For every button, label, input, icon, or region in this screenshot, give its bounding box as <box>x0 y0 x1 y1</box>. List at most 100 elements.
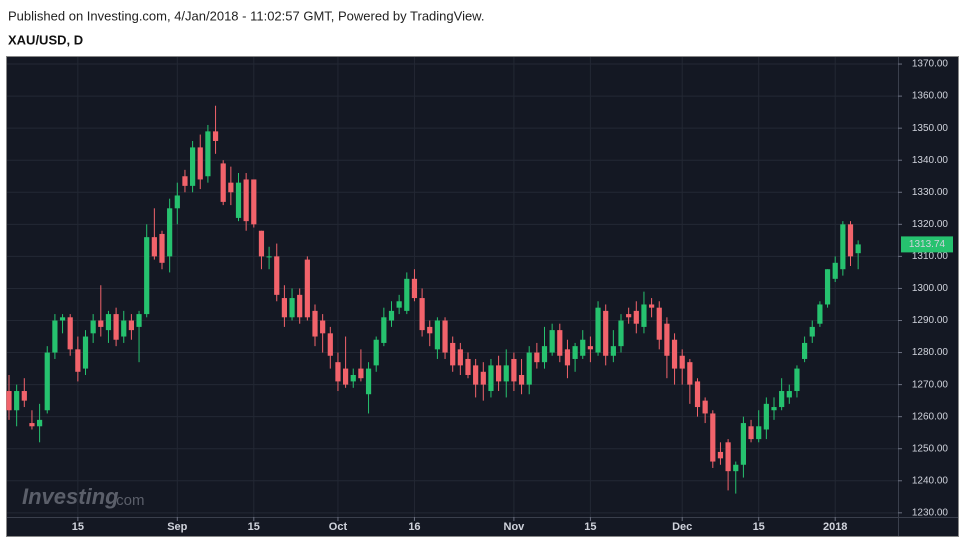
candle-body <box>21 391 27 401</box>
candle-body <box>228 182 234 193</box>
y-tick-label: 1360.00 <box>912 91 949 102</box>
candle-body <box>725 442 731 472</box>
last-price-label: 1313.74 <box>909 239 946 250</box>
candle-body <box>396 301 402 308</box>
candle-body <box>817 304 823 324</box>
candle-body <box>733 464 739 472</box>
candle-body <box>343 368 349 385</box>
candle-body <box>6 391 12 411</box>
y-tick-label: 1240.00 <box>912 475 949 486</box>
candle-body <box>212 131 219 141</box>
y-tick-label: 1280.00 <box>912 347 949 358</box>
candle-body <box>710 413 716 462</box>
y-tick-label: 1270.00 <box>912 379 949 390</box>
candle-body <box>847 224 854 257</box>
x-tick-label: 15 <box>248 521 260 533</box>
candle-body <box>411 278 418 299</box>
y-tick-label: 1250.00 <box>912 443 949 454</box>
x-tick-label: 16 <box>408 521 420 533</box>
candle-body <box>687 362 693 385</box>
candle-body <box>404 278 410 311</box>
candle-body <box>649 304 655 308</box>
candle-body <box>128 320 134 331</box>
y-tick-label: 1320.00 <box>912 219 949 230</box>
candle-body <box>320 320 326 334</box>
candle-body <box>809 326 815 337</box>
candle-body <box>518 374 525 385</box>
y-tick-label: 1230.00 <box>912 507 949 518</box>
candle-body <box>297 294 303 318</box>
y-tick-label: 1260.00 <box>912 411 949 422</box>
candle-body <box>618 320 624 347</box>
candle-body <box>174 195 180 209</box>
candle-body <box>98 320 104 327</box>
candle-body <box>526 352 532 385</box>
candle-body <box>549 330 555 353</box>
last-price-box <box>901 236 953 253</box>
candle-body <box>564 349 571 366</box>
candle-body <box>587 346 593 350</box>
candle-body <box>488 365 494 392</box>
candle-body <box>358 368 364 379</box>
candle-body <box>763 403 769 430</box>
candle-body <box>266 256 272 258</box>
candle-body <box>465 358 471 375</box>
candle-body <box>496 365 502 382</box>
candle-body <box>136 314 142 327</box>
candle-body <box>67 317 73 350</box>
candle-body <box>289 298 295 318</box>
candle-body <box>312 310 318 337</box>
candle-body <box>44 352 50 411</box>
candle-body <box>29 423 35 427</box>
candle-body <box>14 391 20 411</box>
candle-body <box>802 342 808 359</box>
candle-body <box>434 320 440 350</box>
candle-body <box>182 176 188 186</box>
y-tick-label: 1330.00 <box>912 187 949 198</box>
candle-body <box>381 317 387 343</box>
candle-body <box>580 339 586 356</box>
plot: 1230.00 1240.00 1250.00 1260.00 1270.00 1280.… <box>6 57 948 533</box>
x-tick-label: 2018 <box>823 521 847 533</box>
candle-body <box>327 333 333 356</box>
candle-body <box>626 314 632 318</box>
y-tick-label: 1300.00 <box>912 283 949 294</box>
publish-note: Published on Investing.com, 4/Jan/2018 -… <box>8 8 484 23</box>
candle-body <box>235 182 242 218</box>
candle-body <box>258 230 265 257</box>
candle-body <box>419 298 425 331</box>
candle-body <box>572 346 578 359</box>
candle-body <box>610 346 616 356</box>
candle-body <box>151 237 157 257</box>
candle-body <box>840 224 846 270</box>
candle-body <box>52 320 58 353</box>
candle-body <box>442 320 448 353</box>
candle-body <box>633 310 639 324</box>
y-tick-label: 1340.00 <box>912 155 949 166</box>
chart-title: XAU/USD, D <box>8 32 83 47</box>
candle-body <box>794 368 800 392</box>
candle-body <box>671 339 678 369</box>
candle-body <box>90 320 96 334</box>
candle-body <box>503 365 509 382</box>
candle-body <box>786 391 792 398</box>
candle-body <box>144 237 150 315</box>
x-tick-label: Oct <box>329 521 348 533</box>
candle-body <box>82 336 89 369</box>
candle-body <box>779 391 785 408</box>
candle-body <box>105 314 112 331</box>
y-tick-label: 1350.00 <box>912 123 949 134</box>
x-tick-label: 15 <box>584 521 596 533</box>
candle-body <box>197 147 203 180</box>
candle-body <box>190 147 196 186</box>
candle-body <box>824 269 831 305</box>
candle-body <box>511 358 517 382</box>
candle-body <box>220 163 226 202</box>
candle-body <box>702 400 708 414</box>
candle-body <box>427 326 433 334</box>
candle-body <box>373 339 379 366</box>
candle-body <box>832 262 838 279</box>
candle-body <box>113 314 119 340</box>
candle-body <box>243 179 249 222</box>
